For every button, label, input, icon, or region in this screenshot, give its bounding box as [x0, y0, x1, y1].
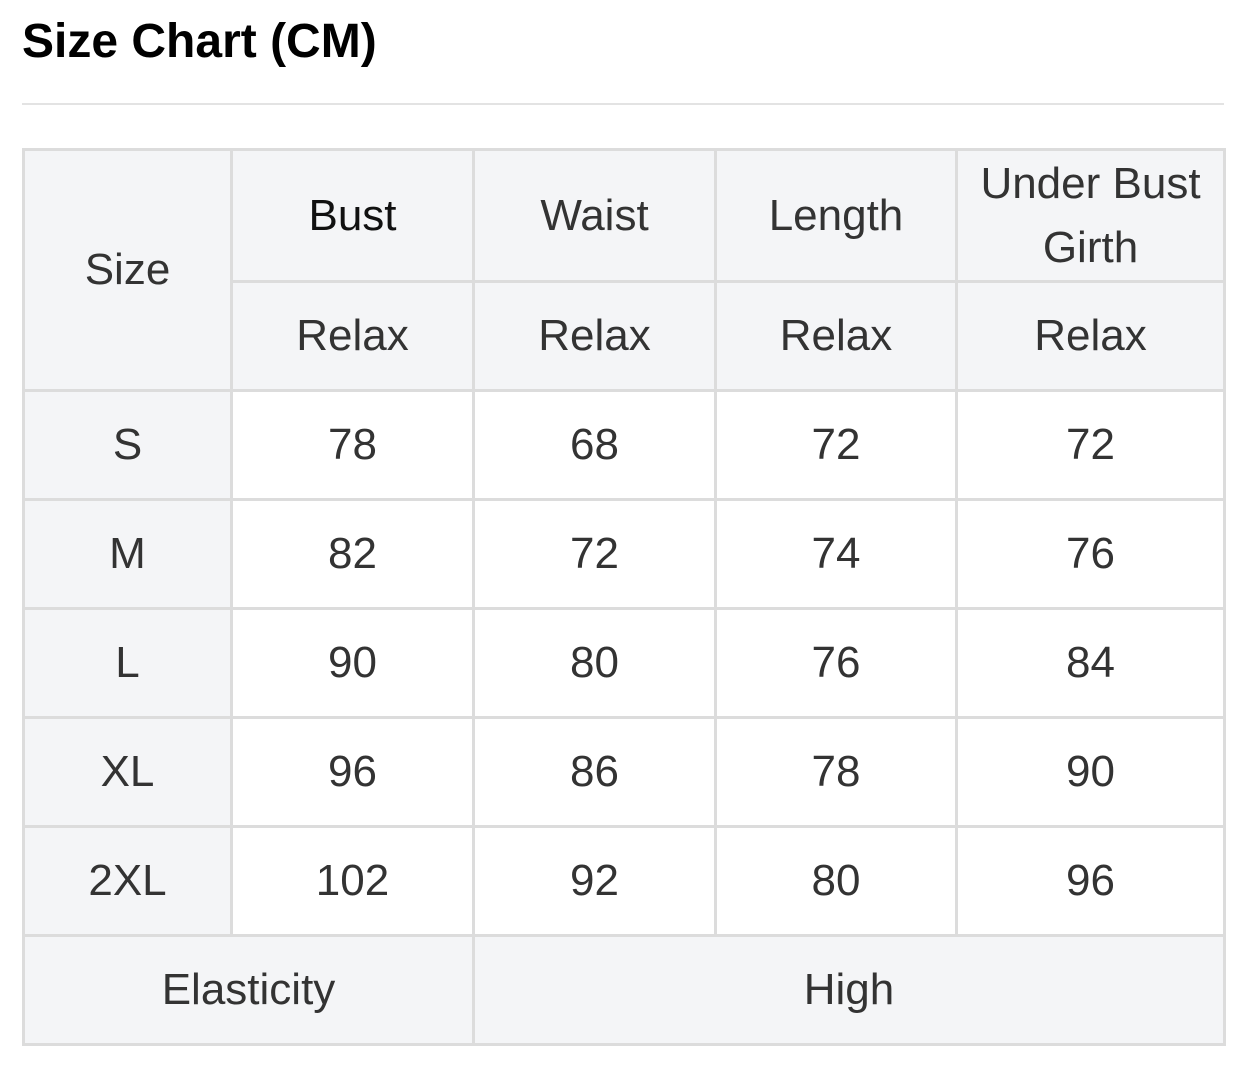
- value-cell: 102: [230, 825, 475, 937]
- table-row: 2XL 102 92 80 96: [22, 825, 1226, 937]
- divider: [22, 103, 1224, 105]
- elasticity-row: Elasticity High: [22, 934, 1226, 1046]
- subheader: Relax: [714, 280, 958, 392]
- value-cell: 84: [955, 607, 1226, 719]
- value-cell: 72: [955, 389, 1226, 501]
- column-header-waist: Waist: [472, 148, 717, 283]
- subheader: Relax: [230, 280, 475, 392]
- size-header: Size: [22, 148, 233, 392]
- elasticity-value: High: [472, 934, 1226, 1046]
- value-cell: 78: [230, 389, 475, 501]
- size-cell: XL: [22, 716, 233, 828]
- value-cell: 80: [472, 607, 717, 719]
- table-row: M 82 72 74 76: [22, 498, 1226, 610]
- size-cell: L: [22, 607, 233, 719]
- value-cell: 78: [714, 716, 958, 828]
- value-cell: 96: [230, 716, 475, 828]
- value-cell: 92: [472, 825, 717, 937]
- value-cell: 82: [230, 498, 475, 610]
- value-cell: 90: [955, 716, 1226, 828]
- table-row: XL 96 86 78 90: [22, 716, 1226, 828]
- column-header-bust: Bust: [230, 148, 475, 283]
- subheader: Relax: [955, 280, 1226, 392]
- table-row: S 78 68 72 72: [22, 389, 1226, 501]
- subheader: Relax: [472, 280, 717, 392]
- value-cell: 72: [472, 498, 717, 610]
- page-title: Size Chart (CM): [22, 15, 377, 68]
- value-cell: 80: [714, 825, 958, 937]
- column-header-length: Length: [714, 148, 958, 283]
- size-cell: 2XL: [22, 825, 233, 937]
- value-cell: 96: [955, 825, 1226, 937]
- value-cell: 72: [714, 389, 958, 501]
- size-cell: S: [22, 389, 233, 501]
- table-row: L 90 80 76 84: [22, 607, 1226, 719]
- value-cell: 68: [472, 389, 717, 501]
- column-header-under-bust-girth: Under Bust Girth: [955, 148, 1226, 283]
- value-cell: 74: [714, 498, 958, 610]
- elasticity-label: Elasticity: [22, 934, 475, 1046]
- size-chart-table: Size Bust Waist Length Under Bust Girth …: [22, 148, 1226, 1046]
- value-cell: 76: [714, 607, 958, 719]
- value-cell: 86: [472, 716, 717, 828]
- size-cell: M: [22, 498, 233, 610]
- value-cell: 90: [230, 607, 475, 719]
- value-cell: 76: [955, 498, 1226, 610]
